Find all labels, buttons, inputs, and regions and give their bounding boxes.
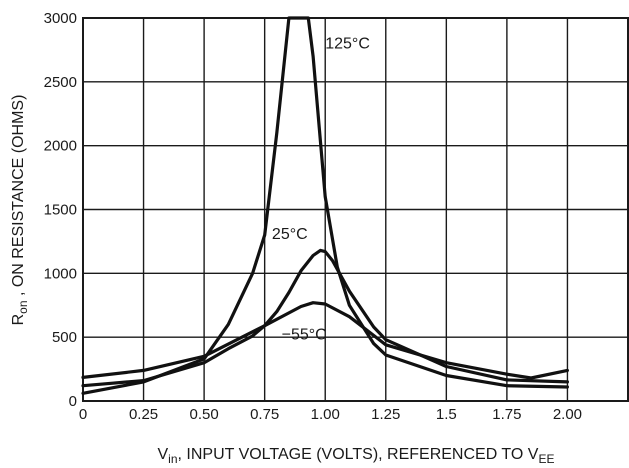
x-tick-label: 0.25 xyxy=(129,406,158,423)
series-line-2 xyxy=(81,248,569,388)
x-tick-label: 1.75 xyxy=(492,406,521,423)
x-tick-label: 2.00 xyxy=(553,406,582,423)
y-tick-label: 0 xyxy=(69,393,77,410)
series-line-1 xyxy=(81,16,569,395)
curve-label: −55°C xyxy=(282,327,327,344)
plot-frame xyxy=(82,17,629,402)
x-tick-label: 1.00 xyxy=(311,406,340,423)
series-layer xyxy=(81,16,569,395)
x-tick-label: 0.75 xyxy=(250,406,279,423)
x-tick-label: 1.5 xyxy=(436,406,457,423)
series-line-3 xyxy=(81,301,569,380)
y-tick-label: 1000 xyxy=(44,265,77,282)
y-tick-label: 500 xyxy=(52,329,77,346)
curve-label: 25°C xyxy=(272,226,308,243)
grid-lines xyxy=(82,17,628,402)
x-tick-label: 0 xyxy=(79,406,87,423)
x-axis-title: Vin, INPUT VOLTAGE (VOLTS), REFERENCED T… xyxy=(158,446,555,466)
y-tick-label: 2500 xyxy=(44,74,77,91)
y-tick-label: 3000 xyxy=(44,10,77,27)
y-tick-label: 1500 xyxy=(44,202,77,219)
curve-labels: 125°C 25°C −55°C xyxy=(272,36,370,344)
x-tick-label: 0.50 xyxy=(190,406,219,423)
y-axis-title: Ron , ON RESISTANCE (OHMS) xyxy=(10,95,30,326)
y-tick-label: 2000 xyxy=(44,138,77,155)
x-tick-label: 1.25 xyxy=(371,406,400,423)
tick-labels: 0 0.25 0.50 0.75 1.00 1.25 1.5 1.75 2.00 0 500 1000… xyxy=(44,10,582,423)
curve-label: 125°C xyxy=(325,36,370,53)
